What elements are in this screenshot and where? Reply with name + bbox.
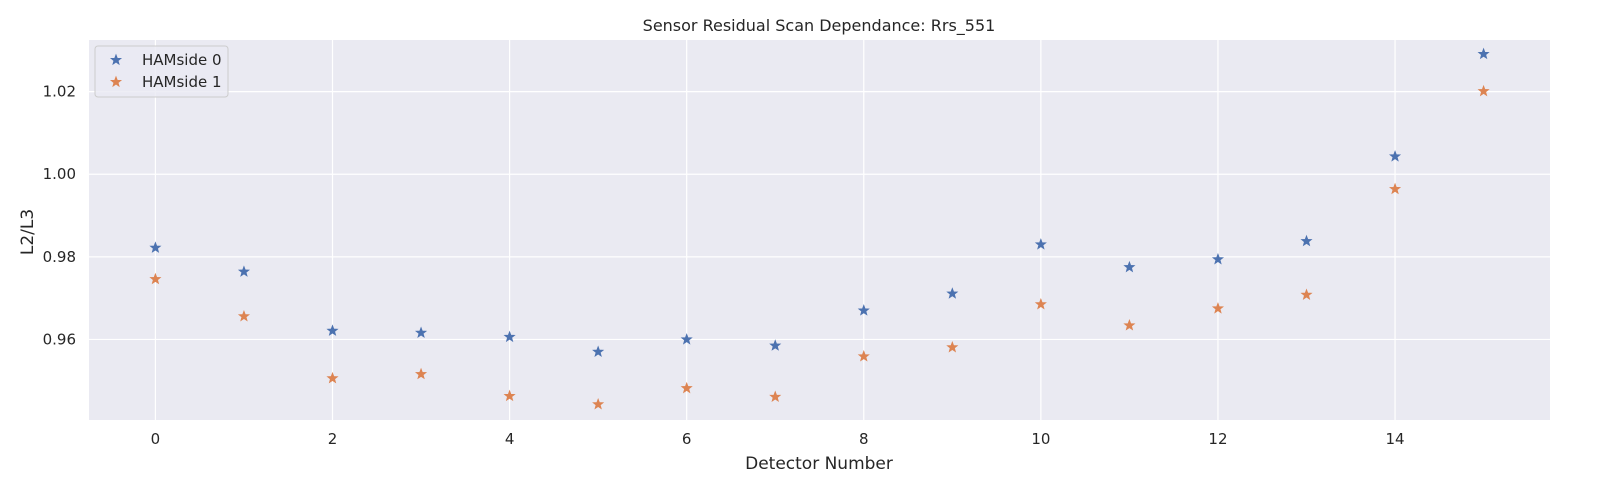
point-series-1 <box>946 340 959 353</box>
legend-label: HAMside 0 <box>142 51 222 69</box>
point-series-0 <box>946 287 959 299</box>
legend-marker <box>109 53 123 66</box>
legend-box <box>94 45 229 98</box>
point-series-0 <box>1034 238 1047 250</box>
y-tick-label: 0.96 <box>43 330 76 348</box>
point-series-0 <box>1300 234 1313 247</box>
y-tick-label: 1.02 <box>43 83 76 101</box>
point-series-0 <box>237 265 251 277</box>
grid-lines <box>89 40 1550 420</box>
chart-title: Sensor Residual Scan Dependance: Rrs_551 <box>643 16 996 36</box>
x-axis-ticks: 0 2 4 6 8 10 12 14 <box>151 430 1405 448</box>
point-series-0 <box>326 324 339 336</box>
point-series-1 <box>326 371 339 384</box>
point-series-0 <box>503 330 516 343</box>
data-points <box>149 47 1490 410</box>
point-series-0 <box>769 339 782 351</box>
point-series-1 <box>414 367 428 380</box>
point-series-0 <box>592 345 605 357</box>
point-series-0 <box>414 326 428 338</box>
point-series-1 <box>1300 288 1313 300</box>
point-series-0 <box>149 241 162 253</box>
point-series-1 <box>1123 319 1136 331</box>
y-axis-ticks: 0.96 0.98 1.00 1.02 <box>43 83 76 349</box>
point-series-1 <box>149 272 162 285</box>
legend: HAMside 0 HAMside 1 <box>94 45 229 98</box>
point-series-1 <box>592 397 605 410</box>
x-tick-label: 0 <box>151 430 161 448</box>
point-series-0 <box>1477 47 1490 60</box>
y-tick-label: 1.00 <box>43 165 76 183</box>
x-tick-label: 4 <box>505 430 515 448</box>
legend-label: HAMside 1 <box>142 73 222 91</box>
legend-marker <box>109 75 123 88</box>
x-tick-label: 6 <box>682 430 692 448</box>
y-tick-label: 0.98 <box>43 248 76 266</box>
point-series-0 <box>1388 150 1402 162</box>
point-series-0 <box>1211 252 1225 265</box>
point-series-1 <box>1211 302 1225 314</box>
point-series-0 <box>857 304 870 316</box>
point-series-0 <box>1123 260 1136 273</box>
point-series-1 <box>857 350 870 362</box>
point-series-1 <box>1477 84 1490 97</box>
y-axis-title: L2/L3 <box>18 209 38 255</box>
x-axis-title: Detector Number <box>745 454 893 474</box>
point-series-1 <box>1388 182 1402 195</box>
x-tick-label: 8 <box>859 430 869 448</box>
point-series-1 <box>680 381 693 394</box>
point-series-0 <box>680 333 693 345</box>
x-tick-label: 14 <box>1385 430 1404 448</box>
x-tick-label: 12 <box>1208 430 1227 448</box>
point-series-1 <box>237 309 251 322</box>
point-series-1 <box>1034 297 1047 310</box>
x-tick-label: 2 <box>328 430 338 448</box>
point-series-1 <box>503 389 516 402</box>
point-series-1 <box>769 390 782 403</box>
x-tick-label: 10 <box>1031 430 1050 448</box>
plot-background <box>89 40 1550 420</box>
